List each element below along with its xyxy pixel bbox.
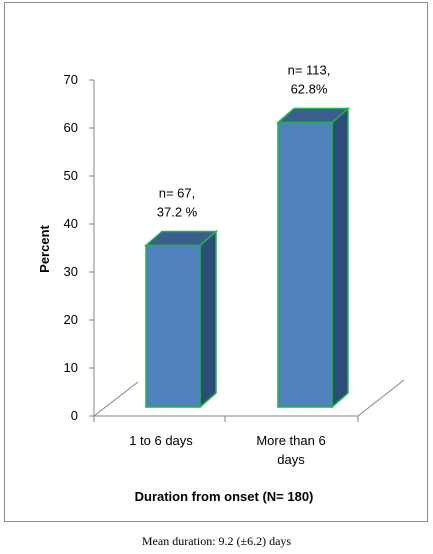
x-category-label: 1 to 6 days [129, 433, 193, 448]
y-axis-title: Percent [37, 224, 52, 272]
y-tick-label: 10 [64, 360, 78, 375]
x-category-label: More than 6 [256, 433, 325, 448]
chart-caption: Mean duration: 9.2 (±6.2) days [141, 534, 292, 548]
bar-front [145, 244, 201, 408]
bar [144, 229, 218, 409]
x-axis-title: Duration from onset (N= 180) [135, 489, 314, 504]
y-tick-label: 60 [64, 120, 78, 135]
y-tick-label: 20 [64, 312, 78, 327]
y-tick-label: 70 [64, 72, 78, 87]
y-tick-label: 40 [64, 216, 78, 231]
y-tick-label: 0 [71, 408, 78, 423]
data-label: n= 67, [159, 185, 196, 200]
floor-right-edge [357, 379, 405, 417]
bar-side [331, 106, 349, 409]
data-label: n= 113, [288, 63, 331, 78]
floor-left-edge [93, 381, 139, 417]
y-tick-label: 50 [64, 168, 78, 183]
bar-side [199, 229, 217, 409]
y-tick-label: 30 [64, 264, 78, 279]
bar-front [277, 121, 333, 408]
x-category-label: days [277, 452, 305, 467]
data-label: 62.8% [291, 82, 328, 97]
data-label: 37.2 % [157, 204, 198, 219]
bar [276, 106, 350, 409]
